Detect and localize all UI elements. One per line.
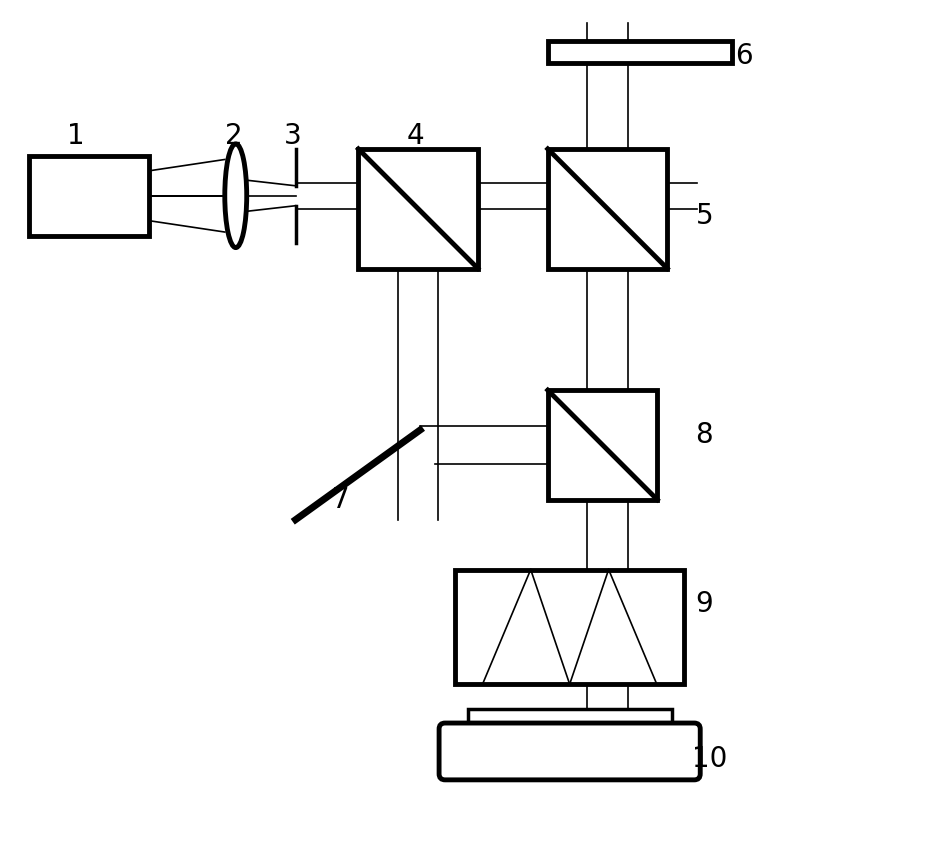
Bar [547, 390, 657, 500]
Bar [30, 156, 149, 235]
Text: 10: 10 [692, 745, 727, 773]
FancyBboxPatch shape [439, 723, 700, 780]
Text: 8: 8 [695, 421, 713, 449]
Bar [358, 149, 478, 269]
Text: 7: 7 [331, 485, 349, 514]
Bar [455, 569, 684, 684]
Text: 1: 1 [67, 122, 85, 150]
Text: 3: 3 [284, 122, 302, 150]
Ellipse shape [224, 144, 247, 247]
Text: 4: 4 [406, 122, 424, 150]
Text: 6: 6 [735, 42, 753, 70]
Bar [468, 709, 672, 723]
Text: 2: 2 [225, 122, 243, 150]
Text: 9: 9 [695, 591, 713, 618]
Bar [547, 149, 668, 269]
Bar [547, 41, 732, 63]
Text: 5: 5 [695, 202, 713, 229]
